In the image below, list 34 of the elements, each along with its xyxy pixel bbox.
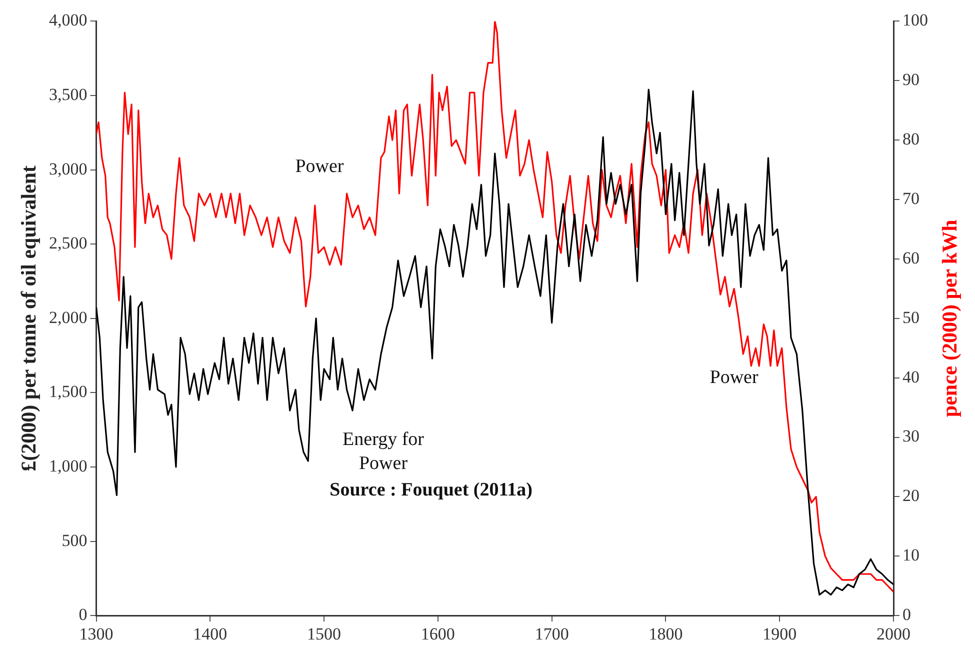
annotation: Power bbox=[295, 156, 344, 177]
y-tick-label: 1,500 bbox=[49, 382, 88, 402]
y2-tick-label: 50 bbox=[902, 308, 920, 327]
y-tick-label: 3,500 bbox=[49, 84, 88, 104]
y2-tick-label: 0 bbox=[902, 605, 911, 624]
x-tick-label: 2000 bbox=[876, 624, 910, 644]
y-tick-label: 4,000 bbox=[49, 10, 88, 30]
y2-tick-label: 20 bbox=[902, 486, 920, 506]
x-tick-label: 1700 bbox=[534, 624, 569, 644]
y-tick-label: 2,000 bbox=[49, 308, 88, 327]
x-tick-label: 1800 bbox=[648, 624, 683, 644]
x-tick-label: 1300 bbox=[79, 624, 114, 644]
y-tick-label: 2,500 bbox=[49, 234, 88, 253]
y2-tick-label: 40 bbox=[902, 367, 920, 386]
x-tick-label: 1500 bbox=[307, 624, 342, 644]
y2-axis-title: pence (2000) per kWh bbox=[937, 219, 962, 418]
y2-tick-label: 100 bbox=[902, 10, 928, 30]
y-tick-label: 0 bbox=[78, 605, 88, 624]
y2-tick-label: 80 bbox=[902, 130, 920, 149]
x-tick-label: 1400 bbox=[193, 624, 228, 644]
y2-tick-label: 60 bbox=[902, 248, 920, 268]
x-tick-label: 1600 bbox=[420, 624, 455, 644]
annotation: Energy for Power bbox=[342, 429, 425, 474]
y2-tick-label: 30 bbox=[902, 426, 920, 446]
y-axis-title: £(2000) per tonne of oil equivalent bbox=[16, 165, 40, 472]
annotation: Power bbox=[710, 366, 759, 388]
y-tick-label: 1,000 bbox=[49, 456, 88, 476]
y2-tick-label: 10 bbox=[902, 546, 920, 565]
annotation: Source : Fouquet (2011a) bbox=[330, 480, 533, 501]
y-tick-label: 3,000 bbox=[49, 159, 88, 178]
y2-tick-label: 90 bbox=[902, 70, 920, 90]
y2-tick-label: 70 bbox=[902, 188, 920, 208]
x-tick-label: 1900 bbox=[762, 624, 797, 644]
y-tick-label: 500 bbox=[62, 530, 88, 550]
